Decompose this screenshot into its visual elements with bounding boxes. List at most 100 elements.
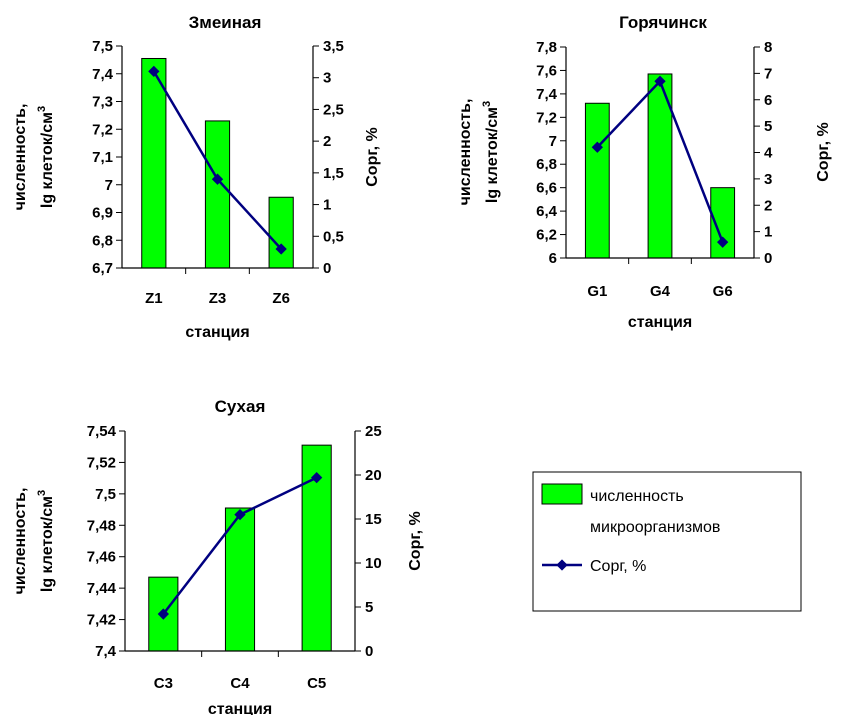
y-tick-label-left: 7 (105, 177, 113, 194)
y-tick-label-left: 6,8 (536, 156, 557, 173)
y-tick-label-left: 6,6 (536, 180, 557, 197)
chart-0: Змеиная Z1 Z3 Z6 6,7 6,8 6,9 7 7,1 7,2 7,3 7,4 7,5 0 0… (12, 13, 381, 341)
x-tick-label-G6: G6 (713, 283, 733, 300)
x-tick-label-Z3: Z3 (209, 290, 227, 307)
y-tick-label-right: 5 (764, 118, 772, 135)
y-axis-label-line2: lg клеток/см3 (36, 490, 56, 592)
y-tick-label-left: 6,7 (92, 260, 113, 277)
y-axis-label-unit: lg клеток/см (39, 496, 56, 592)
y-tick-label-right: 3,5 (323, 38, 344, 55)
chart-title: Сухая (215, 397, 266, 416)
y-tick-label-left: 7,42 (87, 612, 116, 629)
legend-bar-label-line2: микроорганизмов (590, 519, 720, 536)
y-tick-label-left: 7,54 (87, 423, 117, 440)
bar-C4 (224, 507, 256, 652)
x-tick-label-C3: C3 (154, 675, 173, 692)
y-tick-label-right: 2,5 (323, 101, 344, 118)
y-tick-label-right: 2 (323, 133, 331, 150)
y-tick-label-left: 7,52 (87, 454, 116, 471)
x-tick-label-Z6: Z6 (272, 290, 290, 307)
corg-point-G1 (591, 141, 603, 153)
y-tick-label-left: 7,2 (92, 121, 113, 138)
y-tick-label-right: 5 (365, 599, 373, 616)
y-tick-label-right: 3 (323, 70, 331, 87)
bar-Z1 (141, 57, 167, 269)
y-tick-label-left: 7,5 (92, 38, 113, 55)
y-tick-label-right: 1 (323, 197, 331, 214)
y-tick-label-right: 6 (764, 92, 772, 109)
chart-title: Горячинск (619, 13, 707, 32)
bar-G1 (584, 102, 610, 259)
corg-point-C5 (311, 471, 323, 484)
x-tick-label-G1: G1 (587, 283, 607, 300)
y-tick-label-right: 2 (764, 197, 772, 214)
y-axis-label-line2: lg клеток/см3 (481, 101, 501, 203)
y-tick-label-left: 7,3 (92, 94, 113, 111)
y-tick-label-left: 6,9 (92, 205, 113, 222)
y-axis-label-unit: lg клеток/см (484, 107, 501, 203)
legend-line-label: Сорг, % (590, 558, 646, 575)
legend: численность микроорганизмов Сорг, % (532, 471, 802, 612)
y-tick-label-right: 25 (365, 423, 382, 440)
y-tick-label-right: 10 (365, 555, 382, 572)
x-tick-label-Z1: Z1 (145, 290, 163, 307)
y2-axis-label: Сорг, % (815, 122, 832, 181)
y-tick-label-left: 6,4 (536, 203, 558, 220)
y-tick-label-left: 7,2 (536, 109, 557, 126)
legend-line-marker (556, 559, 568, 571)
chart-2: Сухая C3 C4 C5 7,4 7,42 7,44 7,46 7,48 7,5 7,52 7,5… (12, 397, 424, 715)
y-tick-label-right: 20 (365, 467, 382, 484)
y-tick-label-left: 7,6 (536, 62, 557, 79)
x-tick-label-C4: C4 (230, 675, 250, 692)
legend-bar-swatch (541, 483, 583, 505)
y-tick-label-left: 6,2 (536, 227, 557, 244)
bar-Z3 (204, 120, 231, 269)
x-tick-label-G4: G4 (650, 283, 671, 300)
y-axis-label-line1: численность, (12, 488, 29, 595)
y-axis-label-superscript: 3 (481, 101, 493, 107)
y-tick-label-left: 7,4 (95, 643, 117, 660)
y-axis-label-line2: lg клеток/см3 (36, 106, 56, 208)
y-axis-label-line1: численность, (457, 99, 474, 206)
y-tick-label-right: 0 (764, 250, 772, 267)
y2-axis-label: Сорг, % (364, 127, 381, 186)
y-tick-label-left: 7,48 (87, 517, 116, 534)
legend-bar-label-line1: численность (590, 488, 684, 505)
x-axis-label: станция (185, 324, 249, 341)
corg-point-C3 (157, 608, 169, 620)
y-axis-label-unit: lg клеток/см (39, 112, 56, 208)
y-tick-label-left: 7,4 (536, 86, 558, 103)
y-tick-label-right: 0 (323, 260, 331, 277)
y-tick-label-right: 3 (764, 171, 772, 188)
y-tick-label-right: 0 (365, 643, 373, 660)
y-tick-label-right: 1 (764, 224, 772, 241)
y-axis-label-line1: численность, (12, 104, 29, 211)
y-tick-label-left: 7,4 (92, 66, 114, 83)
x-axis-label: станция (628, 314, 692, 331)
bar-Z6 (268, 196, 294, 269)
y-axis-label-superscript: 3 (36, 106, 48, 112)
y-tick-label-left: 7,5 (95, 486, 116, 503)
y-tick-label-right: 4 (764, 145, 773, 162)
y-tick-label-right: 7 (764, 65, 772, 82)
corg-point-Z6 (275, 243, 287, 255)
y-axis-label-superscript: 3 (36, 490, 48, 496)
chart-1: Горячинск G1 G4 G6 6 6,2 6,4 6,6 6,8 7 7,2 7,4 7,6 7,… (457, 13, 832, 331)
y-tick-label-right: 8 (764, 39, 772, 56)
corg-point-Z3 (211, 173, 224, 185)
corg-point-C4 (234, 508, 246, 521)
y-tick-label-left: 7 (549, 133, 557, 150)
y-tick-label-left: 7,1 (92, 149, 113, 166)
y-tick-label-right: 0,5 (323, 228, 344, 245)
y2-axis-label: Сорг, % (407, 511, 424, 570)
y-tick-label-left: 7,46 (87, 549, 116, 566)
y-tick-label-left: 7,44 (87, 580, 117, 597)
y-tick-label-right: 1,5 (323, 165, 344, 182)
charts-layer: Змеиная Z1 Z3 Z6 6,7 6,8 6,9 7 7,1 7,2 7,3 7,4 7,5 0 0… (12, 13, 832, 715)
y-tick-label-left: 6,8 (92, 232, 113, 249)
chart-title: Змеиная (189, 13, 262, 32)
corg-point-G6 (717, 236, 729, 248)
y-tick-label-right: 15 (365, 511, 382, 528)
x-tick-label-C5: C5 (307, 675, 326, 692)
